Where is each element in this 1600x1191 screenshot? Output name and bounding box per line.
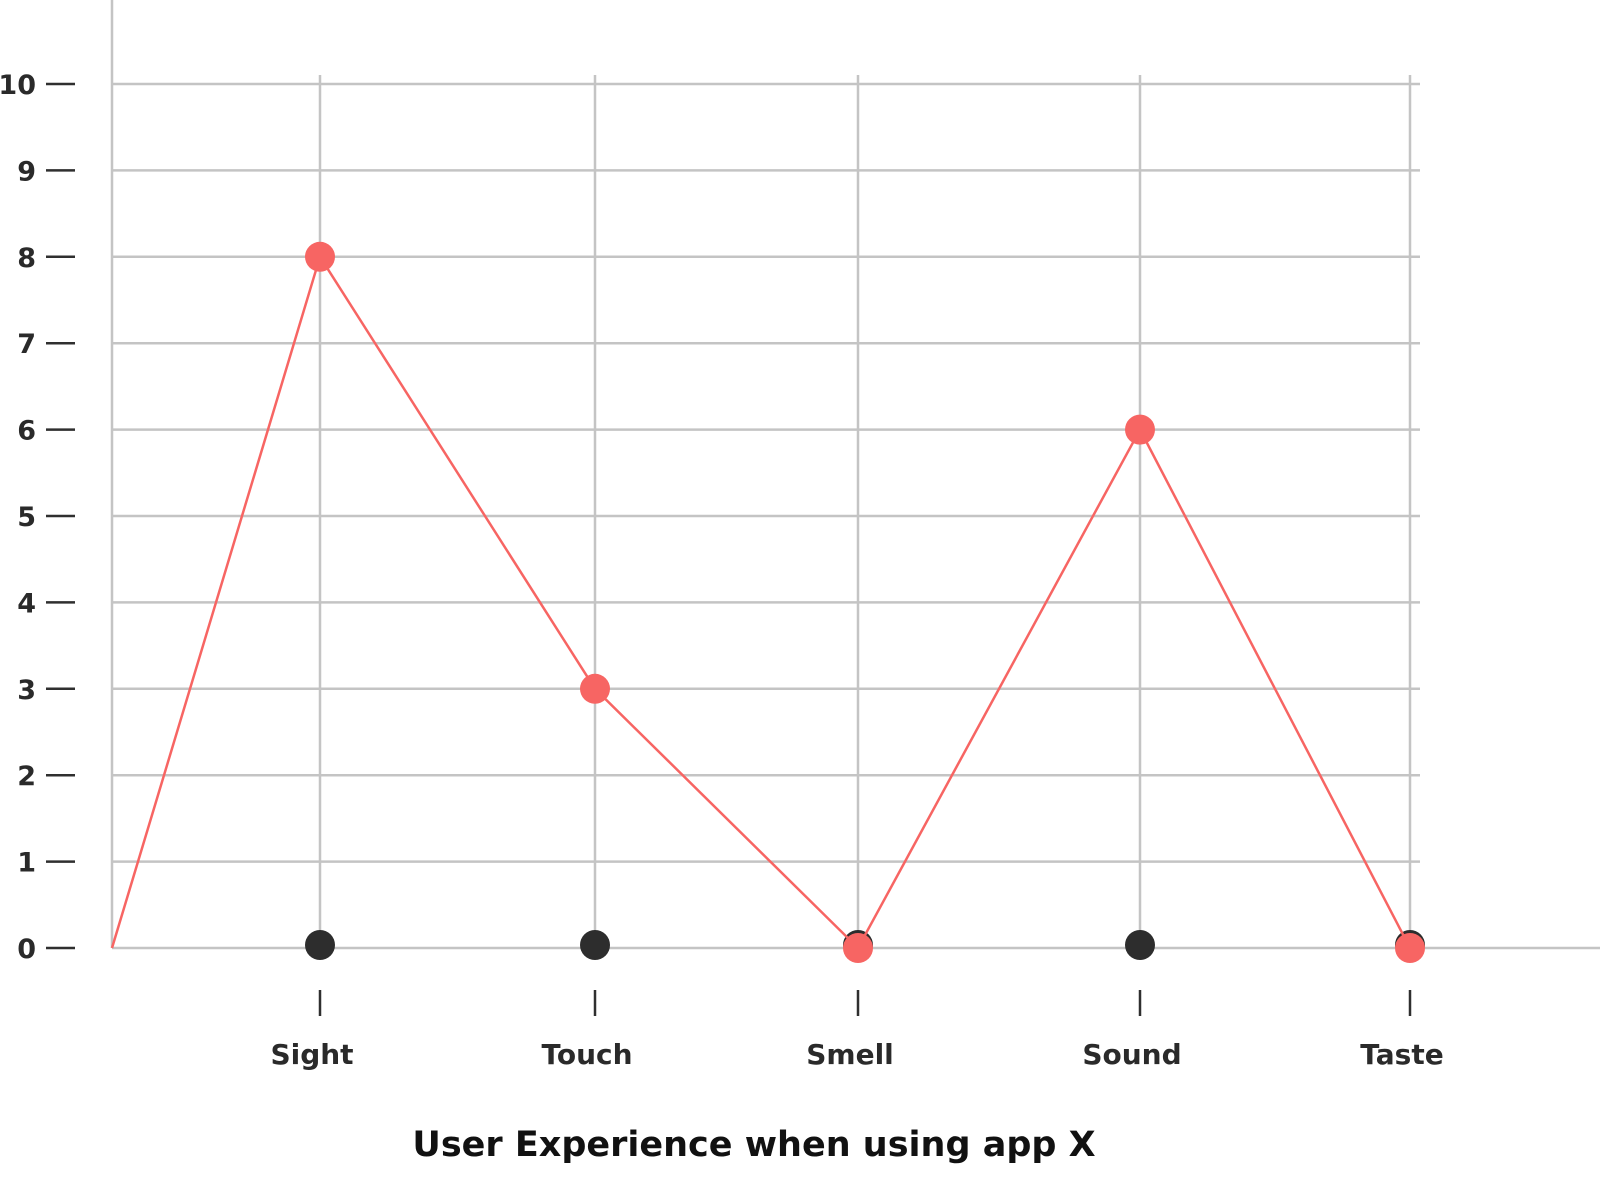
x-tick-label: Sight [270, 1038, 353, 1071]
data-point-smell [843, 933, 873, 963]
data-point-touch [580, 673, 610, 704]
y-tick-label: 4 [17, 588, 36, 619]
y-tick-label: 0 [17, 934, 36, 965]
y-tick-label: 8 [17, 243, 36, 274]
data-point-sound [1125, 414, 1155, 445]
y-tick-label: 1 [17, 848, 36, 879]
data-point-sight [305, 930, 335, 960]
data-point-touch [580, 930, 610, 960]
axes [110, 0, 1600, 950]
chart-title: User Experience when using app X [412, 1125, 1095, 1165]
x-tick-label: Taste [1360, 1038, 1443, 1071]
data-point-sight [305, 241, 335, 272]
gridlines [112, 75, 1420, 948]
series [110, 241, 1425, 963]
y-tick-label: 2 [17, 761, 36, 792]
y-axis-ticks: 0 1 2 3 4 5 6 7 8 9 10 [0, 70, 75, 965]
x-tick-label: Touch [541, 1038, 632, 1071]
y-tick-label: 7 [17, 329, 36, 360]
x-tick-label: Sound [1082, 1038, 1181, 1071]
x-axis-ticks: Sight Touch Smell Sound Taste [270, 990, 1444, 1071]
series-line [110, 253, 1412, 951]
y-tick-label: 9 [17, 156, 36, 187]
y-tick-label: 5 [17, 502, 36, 533]
y-tick-label: 10 [0, 70, 36, 101]
x-tick-label: Smell [806, 1038, 894, 1071]
y-tick-label: 6 [17, 416, 36, 447]
data-point-sound [1125, 930, 1155, 960]
y-tick-label: 3 [17, 675, 36, 706]
data-point-taste [1395, 933, 1425, 963]
